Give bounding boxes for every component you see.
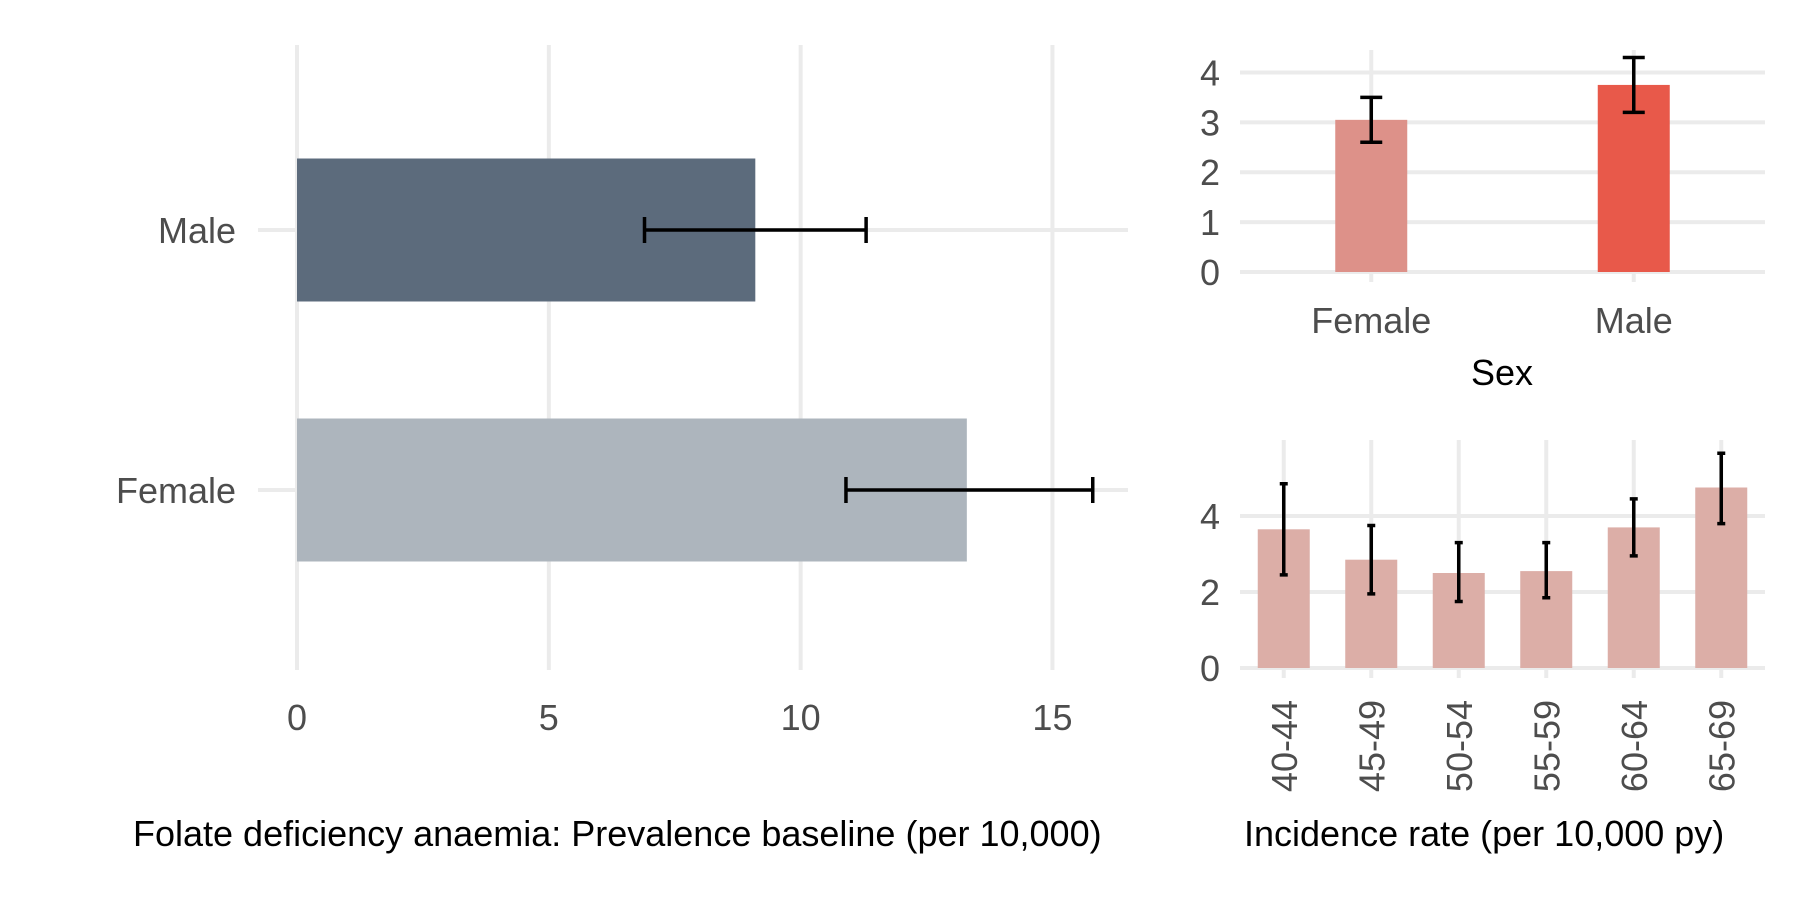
sex-gridlines [1240, 50, 1765, 282]
prevalence-x-tick-label: 15 [1032, 697, 1072, 738]
sex-y-tick-label: 4 [1200, 52, 1220, 93]
prevalence-title: Folate deficiency anaemia: Prevalence ba… [133, 813, 1102, 854]
sex-y-tick-label: 1 [1200, 202, 1220, 243]
age-y-tick-label: 4 [1200, 496, 1220, 537]
prevalence-error-bars [642, 217, 1095, 503]
sex-y-tick-label: 0 [1200, 252, 1220, 293]
sex-bar-female [1335, 119, 1408, 272]
age-x-tick-label: 40-44 [1264, 700, 1305, 792]
sex-axis-labels: 0 1 2 3 4 Female Male [1200, 52, 1673, 341]
age-x-tick-label: 50-54 [1439, 700, 1480, 792]
prevalence-error-bar-female [844, 477, 1095, 503]
age-error-bar-40-44 [1279, 481, 1288, 577]
age-x-tick-label: 60-64 [1614, 700, 1655, 792]
sex-error-bars [1360, 55, 1645, 145]
age-error-bar-50-54 [1454, 540, 1463, 604]
age-y-tick-label: 0 [1200, 648, 1220, 689]
prevalence-x-tick-label: 10 [781, 697, 821, 738]
prevalence-error-bar-male [642, 217, 868, 243]
prevalence-axis-labels: 0 5 10 15 Male Female [116, 210, 1073, 738]
sex-bar-male [1597, 84, 1670, 272]
age-x-tick-label: 55-59 [1526, 700, 1567, 792]
prevalence-x-tick-label: 5 [539, 697, 559, 738]
prevalence-y-tick-label: Female [116, 470, 236, 511]
sex-y-tick-label: 2 [1200, 152, 1220, 193]
age-x-tick-label: 45-49 [1351, 700, 1392, 792]
age-error-bar-65-69 [1717, 451, 1726, 526]
sex-error-bar-male [1622, 55, 1645, 115]
age-error-bar-60-64 [1629, 497, 1638, 558]
sex-y-tick-label: 3 [1200, 102, 1220, 143]
age-error-bar-45-49 [1367, 523, 1376, 596]
sex-x-tick-label: Male [1595, 300, 1673, 341]
sex-error-bar-female [1360, 95, 1383, 145]
age-bars [1257, 487, 1748, 668]
incidence-title: Incidence rate (per 10,000 py) [1244, 813, 1724, 854]
sex-axis-title: Sex [1471, 352, 1533, 393]
age-gridlines [1240, 440, 1765, 678]
age-x-tick-label: 65-69 [1701, 700, 1742, 792]
prevalence-y-tick-label: Male [158, 210, 236, 251]
age-error-bar-55-59 [1542, 540, 1551, 600]
sex-bars [1335, 84, 1670, 272]
age-axis-labels: 0 2 4 40-44 45-49 50-54 55-59 60-64 65-69 [1200, 496, 1742, 792]
prevalence-gridlines [258, 45, 1128, 670]
sex-x-tick-label: Female [1311, 300, 1431, 341]
age-error-bars [1279, 451, 1726, 604]
age-y-tick-label: 2 [1200, 572, 1220, 613]
prevalence-x-tick-label: 0 [287, 697, 307, 738]
